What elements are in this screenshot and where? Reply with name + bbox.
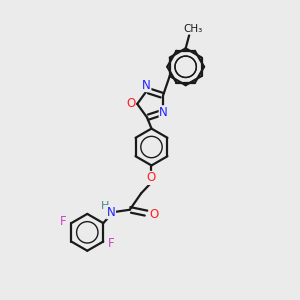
Text: N: N (107, 206, 116, 219)
Text: O: O (147, 171, 156, 184)
Text: F: F (60, 215, 66, 228)
Text: N: N (142, 79, 151, 92)
Text: H: H (101, 201, 109, 211)
Text: O: O (126, 98, 135, 110)
Text: F: F (108, 237, 115, 250)
Text: N: N (159, 106, 168, 119)
Text: O: O (149, 208, 158, 221)
Text: CH₃: CH₃ (184, 24, 203, 34)
